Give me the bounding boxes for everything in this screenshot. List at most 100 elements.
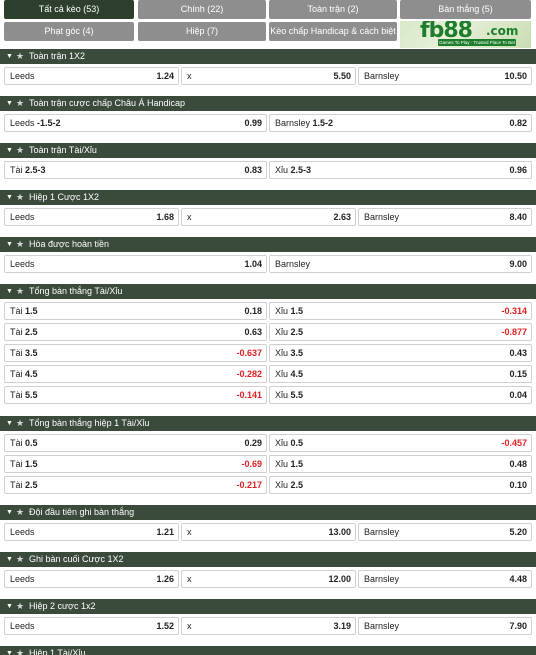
odds-cell[interactable]: Tài 2.5 -0.217	[4, 476, 267, 494]
caret-down-icon[interactable]: ▼	[6, 241, 13, 248]
odds-cell[interactable]: Leeds 1.24	[4, 67, 179, 85]
caret-down-icon[interactable]: ▼	[6, 100, 13, 107]
odds-cell[interactable]: Leeds 1.21	[4, 523, 179, 541]
caret-down-icon[interactable]: ▼	[6, 194, 13, 201]
handicap-line: 5.5	[290, 390, 304, 400]
star-icon[interactable]: ★	[16, 554, 25, 564]
odds-cell[interactable]: Barnsley 7.90	[358, 617, 532, 635]
selection-name: Leeds	[10, 259, 35, 269]
section-header[interactable]: ▼ ★ Đội đầu tiên ghi bàn thắng	[0, 505, 536, 520]
caret-down-icon[interactable]: ▼	[6, 147, 13, 154]
odds-cell[interactable]: Tài 3.5 -0.637	[4, 344, 267, 362]
odds-cell[interactable]: Tài 0.5 0.29	[4, 434, 267, 452]
star-icon[interactable]: ★	[16, 648, 25, 655]
star-icon[interactable]: ★	[16, 192, 25, 202]
odds-cell[interactable]: Barnsley 10.50	[358, 67, 532, 85]
selection-name: x	[187, 71, 192, 81]
odds-cell[interactable]: Xỉu 1.5 0.48	[269, 455, 532, 473]
star-icon[interactable]: ★	[16, 51, 25, 61]
star-icon[interactable]: ★	[16, 601, 25, 611]
tab-full-time[interactable]: Toàn trận (2)	[269, 0, 397, 19]
star-icon[interactable]: ★	[16, 286, 25, 296]
caret-down-icon[interactable]: ▼	[6, 509, 13, 516]
odds-cell[interactable]: Xỉu 2.5 0.10	[269, 476, 532, 494]
section-title: Tổng bàn thắng hiệp 1 Tài/Xỉu	[29, 418, 150, 428]
section-header[interactable]: ▼ ★ Hòa được hoàn tiền	[0, 237, 536, 252]
caret-down-icon[interactable]: ▼	[6, 420, 13, 427]
odds-cell[interactable]: Barnsley 4.48	[358, 570, 532, 588]
handicap-line: 3.5	[290, 348, 304, 358]
section-header[interactable]: ▼ ★ Hiệp 1 Cược 1X2	[0, 190, 536, 205]
handicap-line: 1.5	[290, 459, 304, 469]
odds-cell[interactable]: Xỉu 4.5 0.15	[269, 365, 532, 383]
caret-down-icon[interactable]: ▼	[6, 650, 13, 655]
star-icon[interactable]: ★	[16, 239, 25, 249]
selection-name: Tài	[10, 459, 23, 469]
odds-cell[interactable]: Tài 5.5 -0.141	[4, 386, 267, 404]
odds-value: 4.48	[509, 574, 527, 584]
handicap-line: 4.5	[290, 369, 304, 379]
odds-value: -0.457	[501, 438, 527, 448]
odds-cell[interactable]: Tài 2.5 0.63	[4, 323, 267, 341]
selection-name: Barnsley	[275, 118, 311, 128]
caret-down-icon[interactable]: ▼	[6, 603, 13, 610]
section-header[interactable]: ▼ ★ Toàn trận 1X2	[0, 49, 536, 64]
tab-all-markets[interactable]: Tất cả kèo (53)	[4, 0, 134, 19]
odds-cell[interactable]: Xỉu 3.5 0.43	[269, 344, 532, 362]
section-title: Hiệp 1 Tài/Xỉu	[29, 648, 86, 655]
odds-cell[interactable]: Tài 4.5 -0.282	[4, 365, 267, 383]
selection-name: Barnsley	[364, 621, 400, 631]
odds-cell[interactable]: Xỉu 1.5 -0.314	[269, 302, 532, 320]
odds-cell[interactable]: Xỉu 2.5 -0.877	[269, 323, 532, 341]
selection-name: Leeds	[10, 118, 35, 128]
section-header[interactable]: ▼ ★ Tổng bàn thắng hiệp 1 Tài/Xỉu	[0, 416, 536, 431]
odds-cell[interactable]: Leeds 1.26	[4, 570, 179, 588]
star-icon[interactable]: ★	[16, 145, 25, 155]
selection-name: Tài	[10, 306, 23, 316]
star-icon[interactable]: ★	[16, 98, 25, 108]
section-header[interactable]: ▼ ★ Tổng bàn thắng Tài/Xỉu	[0, 284, 536, 299]
tab-corners[interactable]: Phạt góc (4)	[4, 22, 134, 41]
odds-cell[interactable]: Leeds 1.52	[4, 617, 179, 635]
caret-down-icon[interactable]: ▼	[6, 53, 13, 60]
selection-name: Xỉu	[275, 390, 289, 400]
star-icon[interactable]: ★	[16, 507, 25, 517]
handicap-line: 2.5-3	[290, 165, 312, 175]
section-header[interactable]: ▼ ★ Toàn trận Tài/Xỉu	[0, 143, 536, 158]
section-header[interactable]: ▼ ★ Hiệp 2 cược 1x2	[0, 599, 536, 614]
odds-cell[interactable]: Leeds -1.5-2 0.99	[4, 114, 267, 132]
caret-down-icon[interactable]: ▼	[6, 556, 13, 563]
odds-cell[interactable]: Xỉu 0.5 -0.457	[269, 434, 532, 452]
odds-cell[interactable]: Tài 1.5 0.18	[4, 302, 267, 320]
odds-cell[interactable]: Barnsley 5.20	[358, 523, 532, 541]
odds-value: 1.68	[156, 212, 174, 222]
section-header[interactable]: ▼ ★ Ghi bàn cuối Cược 1X2	[0, 552, 536, 567]
odds-cell[interactable]: Barnsley 9.00	[269, 255, 532, 273]
odds-value: 0.82	[509, 118, 527, 128]
star-icon[interactable]: ★	[16, 418, 25, 428]
odds-cell[interactable]: Barnsley 8.40	[358, 208, 532, 226]
odds-cell[interactable]: Leeds 1.04	[4, 255, 267, 273]
odds-cell[interactable]: x 2.63	[181, 208, 356, 226]
odds-cell[interactable]: Tài 1.5 -0.69	[4, 455, 267, 473]
odds-cell[interactable]: Leeds 1.68	[4, 208, 179, 226]
odds-cell[interactable]: x 5.50	[181, 67, 356, 85]
odds-cell[interactable]: Xỉu 2.5-3 0.96	[269, 161, 532, 179]
odds-cell[interactable]: x 12.00	[181, 570, 356, 588]
section-header[interactable]: ▼ ★ Hiệp 1 Tài/Xỉu	[0, 646, 536, 655]
odds-cell[interactable]: Barnsley 1.5-2 0.82	[269, 114, 532, 132]
selection-name: Xỉu	[275, 438, 289, 448]
odds-cell[interactable]: x 3.19	[181, 617, 356, 635]
selection-name: Tài	[10, 369, 23, 379]
tab-goals[interactable]: Bàn thắng (5)	[400, 0, 531, 19]
section-header[interactable]: ▼ ★ Toàn trận cược chấp Châu Á Handicap	[0, 96, 536, 111]
tab-handicap[interactable]: Kèo chấp Handicap & cách biệt (1)	[269, 22, 397, 55]
handicap-line: 0.5	[25, 438, 38, 448]
selection-name: Leeds	[10, 527, 35, 537]
odds-cell[interactable]: x 13.00	[181, 523, 356, 541]
odds-cell[interactable]: Xỉu 5.5 0.04	[269, 386, 532, 404]
caret-down-icon[interactable]: ▼	[6, 288, 13, 295]
odds-cell[interactable]: Tài 2.5-3 0.83	[4, 161, 267, 179]
tab-main[interactable]: Chính (22)	[138, 0, 266, 19]
tab-half[interactable]: Hiệp (7)	[138, 22, 266, 41]
